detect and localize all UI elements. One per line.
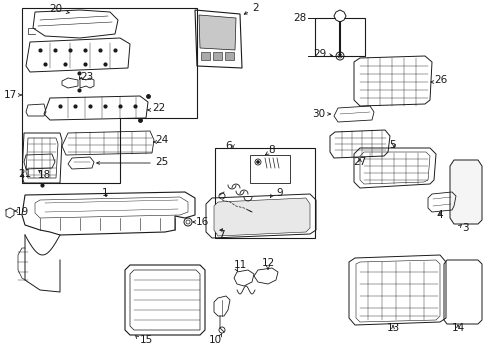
Text: 23: 23	[80, 72, 93, 82]
Bar	[249, 155, 289, 183]
Text: 5: 5	[389, 140, 395, 150]
Polygon shape	[224, 52, 234, 60]
Text: 25: 25	[155, 157, 168, 167]
Text: 20: 20	[49, 4, 62, 14]
Text: 11: 11	[234, 260, 247, 270]
Text: 26: 26	[433, 75, 447, 85]
Text: 22: 22	[152, 103, 165, 113]
Text: 3: 3	[461, 223, 468, 233]
Text: 27: 27	[353, 157, 366, 167]
Text: 4: 4	[436, 210, 443, 220]
Text: 13: 13	[386, 323, 399, 333]
Circle shape	[256, 161, 259, 163]
Text: 21: 21	[18, 169, 31, 179]
Text: 28: 28	[292, 13, 305, 23]
Text: 16: 16	[196, 217, 209, 227]
Text: 6: 6	[225, 141, 232, 151]
Text: 19: 19	[16, 207, 29, 217]
Polygon shape	[449, 160, 481, 224]
Text: 10: 10	[208, 335, 221, 345]
Text: 30: 30	[311, 109, 325, 119]
Text: 9: 9	[276, 188, 283, 198]
Text: 14: 14	[450, 323, 464, 333]
Text: 15: 15	[140, 335, 153, 345]
Text: 18: 18	[37, 170, 51, 180]
Polygon shape	[214, 198, 309, 236]
Text: 12: 12	[261, 258, 274, 268]
Text: 2: 2	[251, 3, 258, 13]
Text: 24: 24	[155, 135, 168, 145]
Polygon shape	[199, 15, 236, 50]
Text: 1: 1	[102, 188, 108, 198]
Polygon shape	[213, 52, 222, 60]
Bar	[215, 148, 314, 238]
Text: 8: 8	[267, 145, 274, 155]
Text: 29: 29	[312, 49, 325, 59]
Polygon shape	[333, 10, 346, 22]
Text: 7: 7	[218, 230, 224, 240]
Text: 17: 17	[4, 90, 17, 100]
Polygon shape	[201, 52, 209, 60]
